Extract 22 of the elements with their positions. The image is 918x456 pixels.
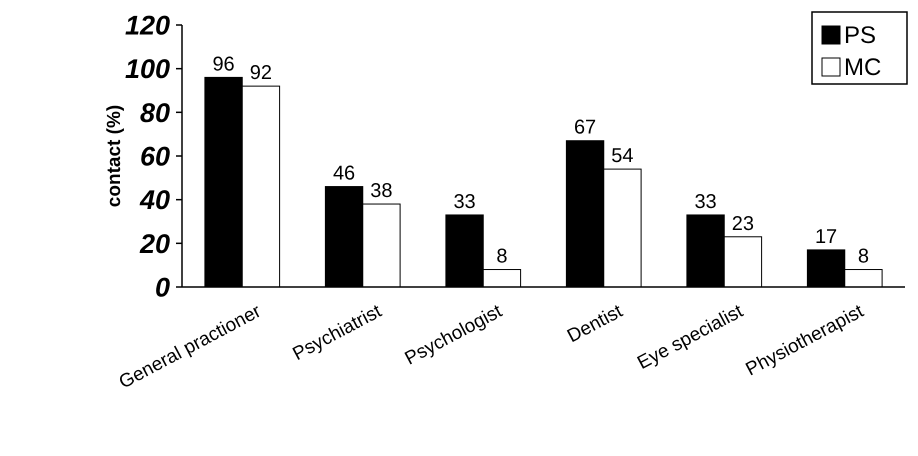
y-tick-label: 20 — [138, 228, 170, 259]
data-label: 46 — [332, 162, 356, 185]
data-label: 8 — [496, 246, 508, 268]
y-tick-label: 60 — [140, 141, 170, 172]
data-label: 96 — [212, 53, 235, 76]
data-label: 38 — [370, 180, 393, 202]
y-tick-label: 100 — [124, 54, 170, 84]
y-tick-label: 80 — [140, 98, 170, 128]
data-label: 17 — [814, 226, 838, 248]
data-label: 8 — [858, 246, 869, 268]
y-tick-label: 40 — [138, 185, 170, 216]
legend-label: PS — [844, 22, 876, 49]
data-label: 67 — [574, 116, 596, 139]
data-label: 33 — [694, 190, 717, 213]
y-tick-label: 0 — [154, 272, 170, 302]
data-label: 33 — [453, 190, 476, 213]
data-label: 23 — [732, 212, 754, 235]
y-tick-label: 120 — [124, 10, 170, 40]
data-label: 92 — [250, 62, 272, 84]
legend-label: MC — [844, 54, 882, 81]
data-label: 54 — [611, 145, 634, 168]
y-axis-title: contact (%) — [104, 104, 125, 208]
